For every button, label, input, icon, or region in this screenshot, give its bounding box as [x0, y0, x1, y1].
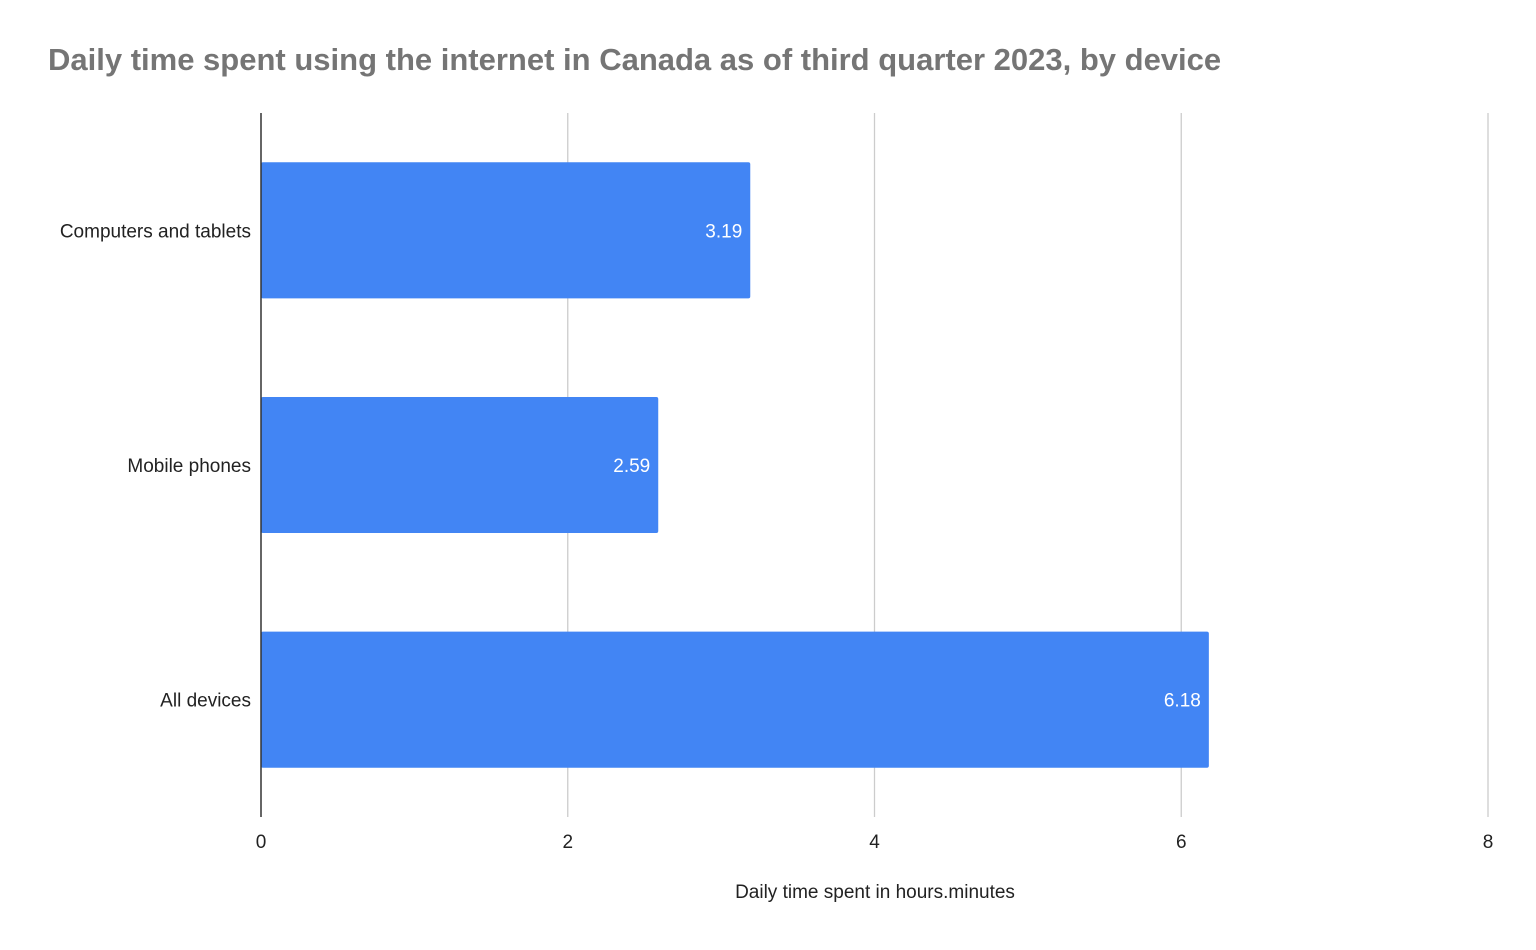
data-label: 2.59: [613, 456, 650, 477]
labels: 0 2 4 6 8 3.19 Computers and tablets 2.59 Mobile…: [60, 221, 1493, 853]
data-label: 6.18: [1164, 691, 1201, 712]
x-axis-title: Daily time spent in hours.minutes: [735, 882, 1015, 903]
bars: [261, 162, 1209, 768]
bar-mobile-phones: [261, 396, 659, 534]
bar-all-devices: [261, 631, 1209, 768]
category-label: Mobile phones: [127, 456, 251, 477]
x-tick-label-0: 0: [256, 832, 267, 853]
bar-computers-and-tablets: [261, 162, 751, 299]
data-label: 3.19: [705, 221, 742, 242]
x-tick-label-8: 8: [1483, 832, 1494, 853]
chart-title: Daily time spent using the internet in C…: [48, 42, 1222, 77]
category-label: Computers and tablets: [60, 221, 251, 242]
x-tick-label-4: 4: [869, 832, 880, 853]
x-tick-label-6: 6: [1176, 832, 1187, 853]
category-label: All devices: [160, 691, 251, 712]
x-tick-label-2: 2: [562, 832, 573, 853]
